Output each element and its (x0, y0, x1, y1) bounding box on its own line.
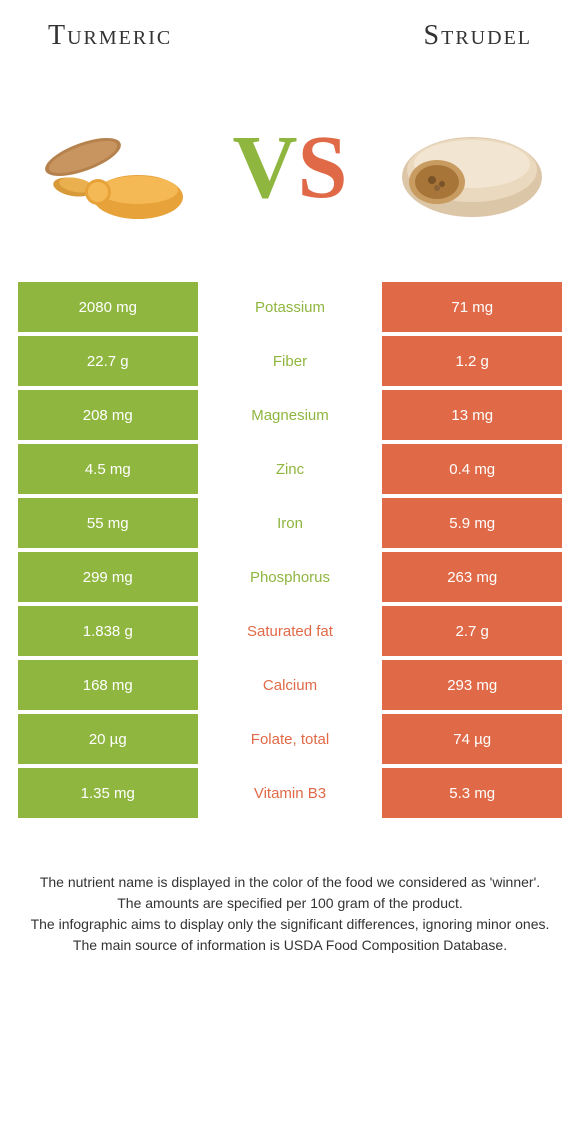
left-value-cell: 22.7 g (18, 336, 198, 386)
nutrient-name-cell: Phosphorus (198, 552, 383, 602)
table-row: 1.35 mgVitamin B35.3 mg (18, 768, 562, 822)
nutrient-name-cell: Fiber (198, 336, 383, 386)
nutrient-name-cell: Folate, total (198, 714, 383, 764)
table-row: 4.5 mgZinc0.4 mg (18, 444, 562, 498)
right-value-cell: 0.4 mg (382, 444, 562, 494)
vs-s-letter: S (297, 116, 347, 219)
nutrient-name-cell: Iron (198, 498, 383, 548)
right-value-cell: 5.9 mg (382, 498, 562, 548)
right-value-cell: 5.3 mg (382, 768, 562, 818)
footnote-line: The amounts are specified per 100 gram o… (28, 893, 552, 914)
vs-v-letter: V (232, 116, 297, 219)
nutrient-name-cell: Zinc (198, 444, 383, 494)
nutrient-name-cell: Saturated fat (198, 606, 383, 656)
right-value-cell: 1.2 g (382, 336, 562, 386)
table-row: 22.7 gFiber1.2 g (18, 336, 562, 390)
strudel-image (392, 102, 552, 232)
table-row: 55 mgIron5.9 mg (18, 498, 562, 552)
nutrient-name-cell: Potassium (198, 282, 383, 332)
left-food-title: Turmeric (48, 20, 172, 52)
right-value-cell: 71 mg (382, 282, 562, 332)
footnote-line: The main source of information is USDA F… (28, 935, 552, 956)
table-row: 1.838 gSaturated fat2.7 g (18, 606, 562, 660)
right-value-cell: 74 µg (382, 714, 562, 764)
left-value-cell: 20 µg (18, 714, 198, 764)
header: Turmeric Strudel (18, 20, 562, 62)
turmeric-image (28, 102, 188, 232)
right-food-title: Strudel (424, 20, 532, 52)
left-value-cell: 208 mg (18, 390, 198, 440)
left-value-cell: 1.838 g (18, 606, 198, 656)
footnote-line: The nutrient name is displayed in the co… (28, 872, 552, 893)
nutrient-name-cell: Calcium (198, 660, 383, 710)
right-value-cell: 13 mg (382, 390, 562, 440)
left-value-cell: 4.5 mg (18, 444, 198, 494)
nutrient-name-cell: Magnesium (198, 390, 383, 440)
left-value-cell: 2080 mg (18, 282, 198, 332)
table-row: 208 mgMagnesium13 mg (18, 390, 562, 444)
footnote-line: The infographic aims to display only the… (28, 914, 552, 935)
table-row: 299 mgPhosphorus263 mg (18, 552, 562, 606)
right-value-cell: 263 mg (382, 552, 562, 602)
left-value-cell: 168 mg (18, 660, 198, 710)
vs-section: VS (18, 62, 562, 282)
table-row: 168 mgCalcium293 mg (18, 660, 562, 714)
nutrient-table: 2080 mgPotassium71 mg22.7 gFiber1.2 g208… (18, 282, 562, 822)
footnotes: The nutrient name is displayed in the co… (18, 872, 562, 956)
nutrient-name-cell: Vitamin B3 (198, 768, 383, 818)
left-value-cell: 1.35 mg (18, 768, 198, 818)
table-row: 20 µgFolate, total74 µg (18, 714, 562, 768)
left-value-cell: 299 mg (18, 552, 198, 602)
left-value-cell: 55 mg (18, 498, 198, 548)
right-value-cell: 2.7 g (382, 606, 562, 656)
vs-label: VS (232, 116, 347, 219)
right-value-cell: 293 mg (382, 660, 562, 710)
table-row: 2080 mgPotassium71 mg (18, 282, 562, 336)
